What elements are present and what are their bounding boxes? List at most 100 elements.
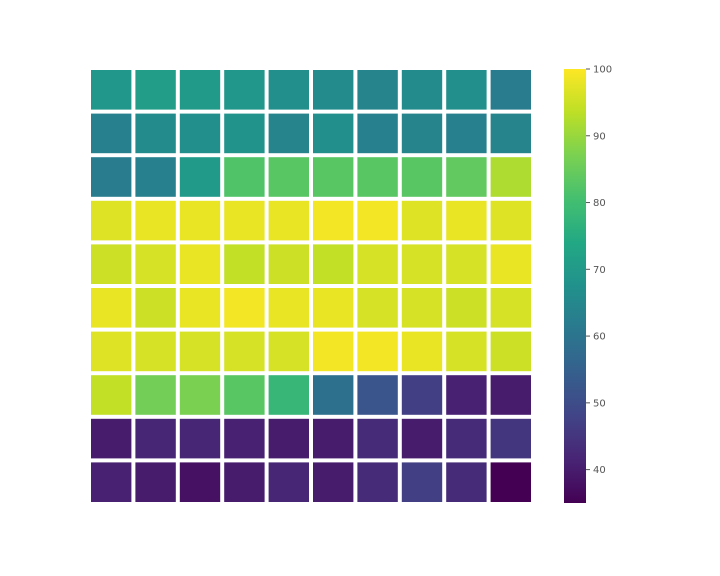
heatmap-cell-r2-c6 [357, 157, 398, 197]
heatmap-cell-r0-c0 [91, 70, 132, 110]
heatmap-cell-r6-c6 [357, 331, 398, 372]
heatmap-cell-r4-c2 [179, 244, 221, 284]
heatmap-cell-r5-c9 [490, 288, 531, 328]
heatmap-cell-r6-c2 [179, 331, 221, 372]
heatmap-cell-r0-c9 [490, 70, 531, 110]
heatmap-cell-r2-c0 [91, 157, 132, 197]
heatmap-cell-r5-c1 [135, 288, 176, 328]
heatmap-cell-r9-c4 [268, 462, 309, 502]
heatmap-cell-r3-c0 [91, 200, 132, 241]
heatmap-cell-r6-c7 [401, 331, 443, 372]
heatmap-cell-r5-c8 [446, 288, 487, 328]
heatmap-cell-r0-c3 [224, 70, 265, 110]
heatmap-cell-r3-c9 [490, 200, 531, 241]
heatmap-cell-r0-c6 [357, 70, 398, 110]
heatmap-cell-r9-c9 [490, 462, 531, 502]
colorbar-tick-label: 50 [593, 398, 606, 409]
heatmap-cell-r4-c7 [401, 244, 443, 284]
heatmap-cell-r0-c1 [135, 70, 176, 110]
heatmap-cell-r1-c5 [313, 113, 354, 154]
heatmap-cell-r9-c5 [313, 462, 354, 502]
heatmap-cell-r7-c0 [91, 375, 132, 415]
heatmap-cell-r4-c3 [224, 244, 265, 284]
heatmap-cell-r7-c7 [401, 375, 443, 415]
heatmap-cell-r4-c1 [135, 244, 176, 284]
heatmap-cell-r6-c3 [224, 331, 265, 372]
heatmap-cell-r7-c5 [313, 375, 354, 415]
heatmap-cell-r6-c5 [313, 331, 354, 372]
heatmap-cell-r9-c2 [179, 462, 221, 502]
colorbar-tick-label: 80 [593, 198, 606, 209]
heatmap-cell-r2-c2 [179, 157, 221, 197]
heatmap-cell-r9-c8 [446, 462, 487, 502]
heatmap-cell-r1-c0 [91, 113, 132, 154]
heatmap-cell-r8-c0 [91, 418, 132, 459]
heatmap-cell-r5-c4 [268, 288, 309, 328]
heatmap-cell-r3-c5 [313, 200, 354, 241]
heatmap-cell-r2-c8 [446, 157, 487, 197]
heatmap-cell-r7-c2 [179, 375, 221, 415]
heatmap-cell-r0-c8 [446, 70, 487, 110]
heatmap-cell-r1-c4 [268, 113, 309, 154]
colorbar-tick-label: 70 [593, 265, 606, 276]
heatmap-cell-r4-c0 [91, 244, 132, 284]
heatmap-cell-r6-c0 [91, 331, 132, 372]
heatmap-cell-r7-c6 [357, 375, 398, 415]
heatmap-cell-r3-c4 [268, 200, 309, 241]
heatmap-cell-r9-c0 [91, 462, 132, 502]
heatmap-cell-r5-c0 [91, 288, 132, 328]
heatmap-cell-r6-c4 [268, 331, 309, 372]
heatmap-cell-r9-c3 [224, 462, 265, 502]
heatmap-cell-r9-c1 [135, 462, 176, 502]
heatmap-cell-r7-c3 [224, 375, 265, 415]
heatmap-cell-r3-c8 [446, 200, 487, 241]
heatmap-cell-r8-c6 [357, 418, 398, 459]
heatmap-cell-r7-c8 [446, 375, 487, 415]
heatmap-cell-r9-c6 [357, 462, 398, 502]
heatmap-cell-r6-c9 [490, 331, 531, 372]
heatmap-cell-r1-c6 [357, 113, 398, 154]
heatmap-cell-r8-c8 [446, 418, 487, 459]
heatmap-cell-r8-c4 [268, 418, 309, 459]
heatmap-cell-r9-c7 [401, 462, 443, 502]
heatmap-cell-r5-c5 [313, 288, 354, 328]
heatmap-cell-r8-c5 [313, 418, 354, 459]
heatmap-cell-r4-c8 [446, 244, 487, 284]
heatmap-cell-r8-c2 [179, 418, 221, 459]
colorbar-tick-label: 40 [593, 465, 606, 476]
heatmap-cell-r0-c5 [313, 70, 354, 110]
heatmap-cell-r5-c2 [179, 288, 221, 328]
heatmap-cell-r4-c6 [357, 244, 398, 284]
colorbar: 40 50 60 70 80 90 100 [564, 65, 612, 503]
heatmap-cell-r2-c1 [135, 157, 176, 197]
heatmap-cell-r0-c4 [268, 70, 309, 110]
heatmap-cell-r8-c1 [135, 418, 176, 459]
heatmap-cell-r1-c2 [179, 113, 221, 154]
heatmap-cell-r4-c4 [268, 244, 309, 284]
heatmap-cell-r4-c5 [313, 244, 354, 284]
heatmap-cell-r7-c1 [135, 375, 176, 415]
heatmap-cells [91, 70, 531, 502]
heatmap-cell-r2-c4 [268, 157, 309, 197]
heatmap-cell-r0-c2 [179, 70, 221, 110]
heatmap-cell-r3-c2 [179, 200, 221, 241]
heatmap-cell-r8-c9 [490, 418, 531, 459]
heatmap-cell-r1-c9 [490, 113, 531, 154]
colorbar-gradient [564, 69, 586, 503]
heatmap-cell-r2-c5 [313, 157, 354, 197]
heatmap-cell-r7-c4 [268, 375, 309, 415]
heatmap-cell-r6-c1 [135, 331, 176, 372]
colorbar-tick-label: 100 [593, 65, 612, 76]
heatmap-cell-r3-c1 [135, 200, 176, 241]
heatmap-cell-r5-c7 [401, 288, 443, 328]
heatmap-cell-r3-c6 [357, 200, 398, 241]
heatmap-cell-r1-c1 [135, 113, 176, 154]
heatmap-cell-r6-c8 [446, 331, 487, 372]
heatmap-cell-r8-c3 [224, 418, 265, 459]
heatmap-cell-r2-c9 [490, 157, 531, 197]
heatmap-cell-r7-c9 [490, 375, 531, 415]
heatmap-cell-r3-c7 [401, 200, 443, 241]
colorbar-tick-label: 90 [593, 131, 606, 142]
heatmap-cell-r3-c3 [224, 200, 265, 241]
